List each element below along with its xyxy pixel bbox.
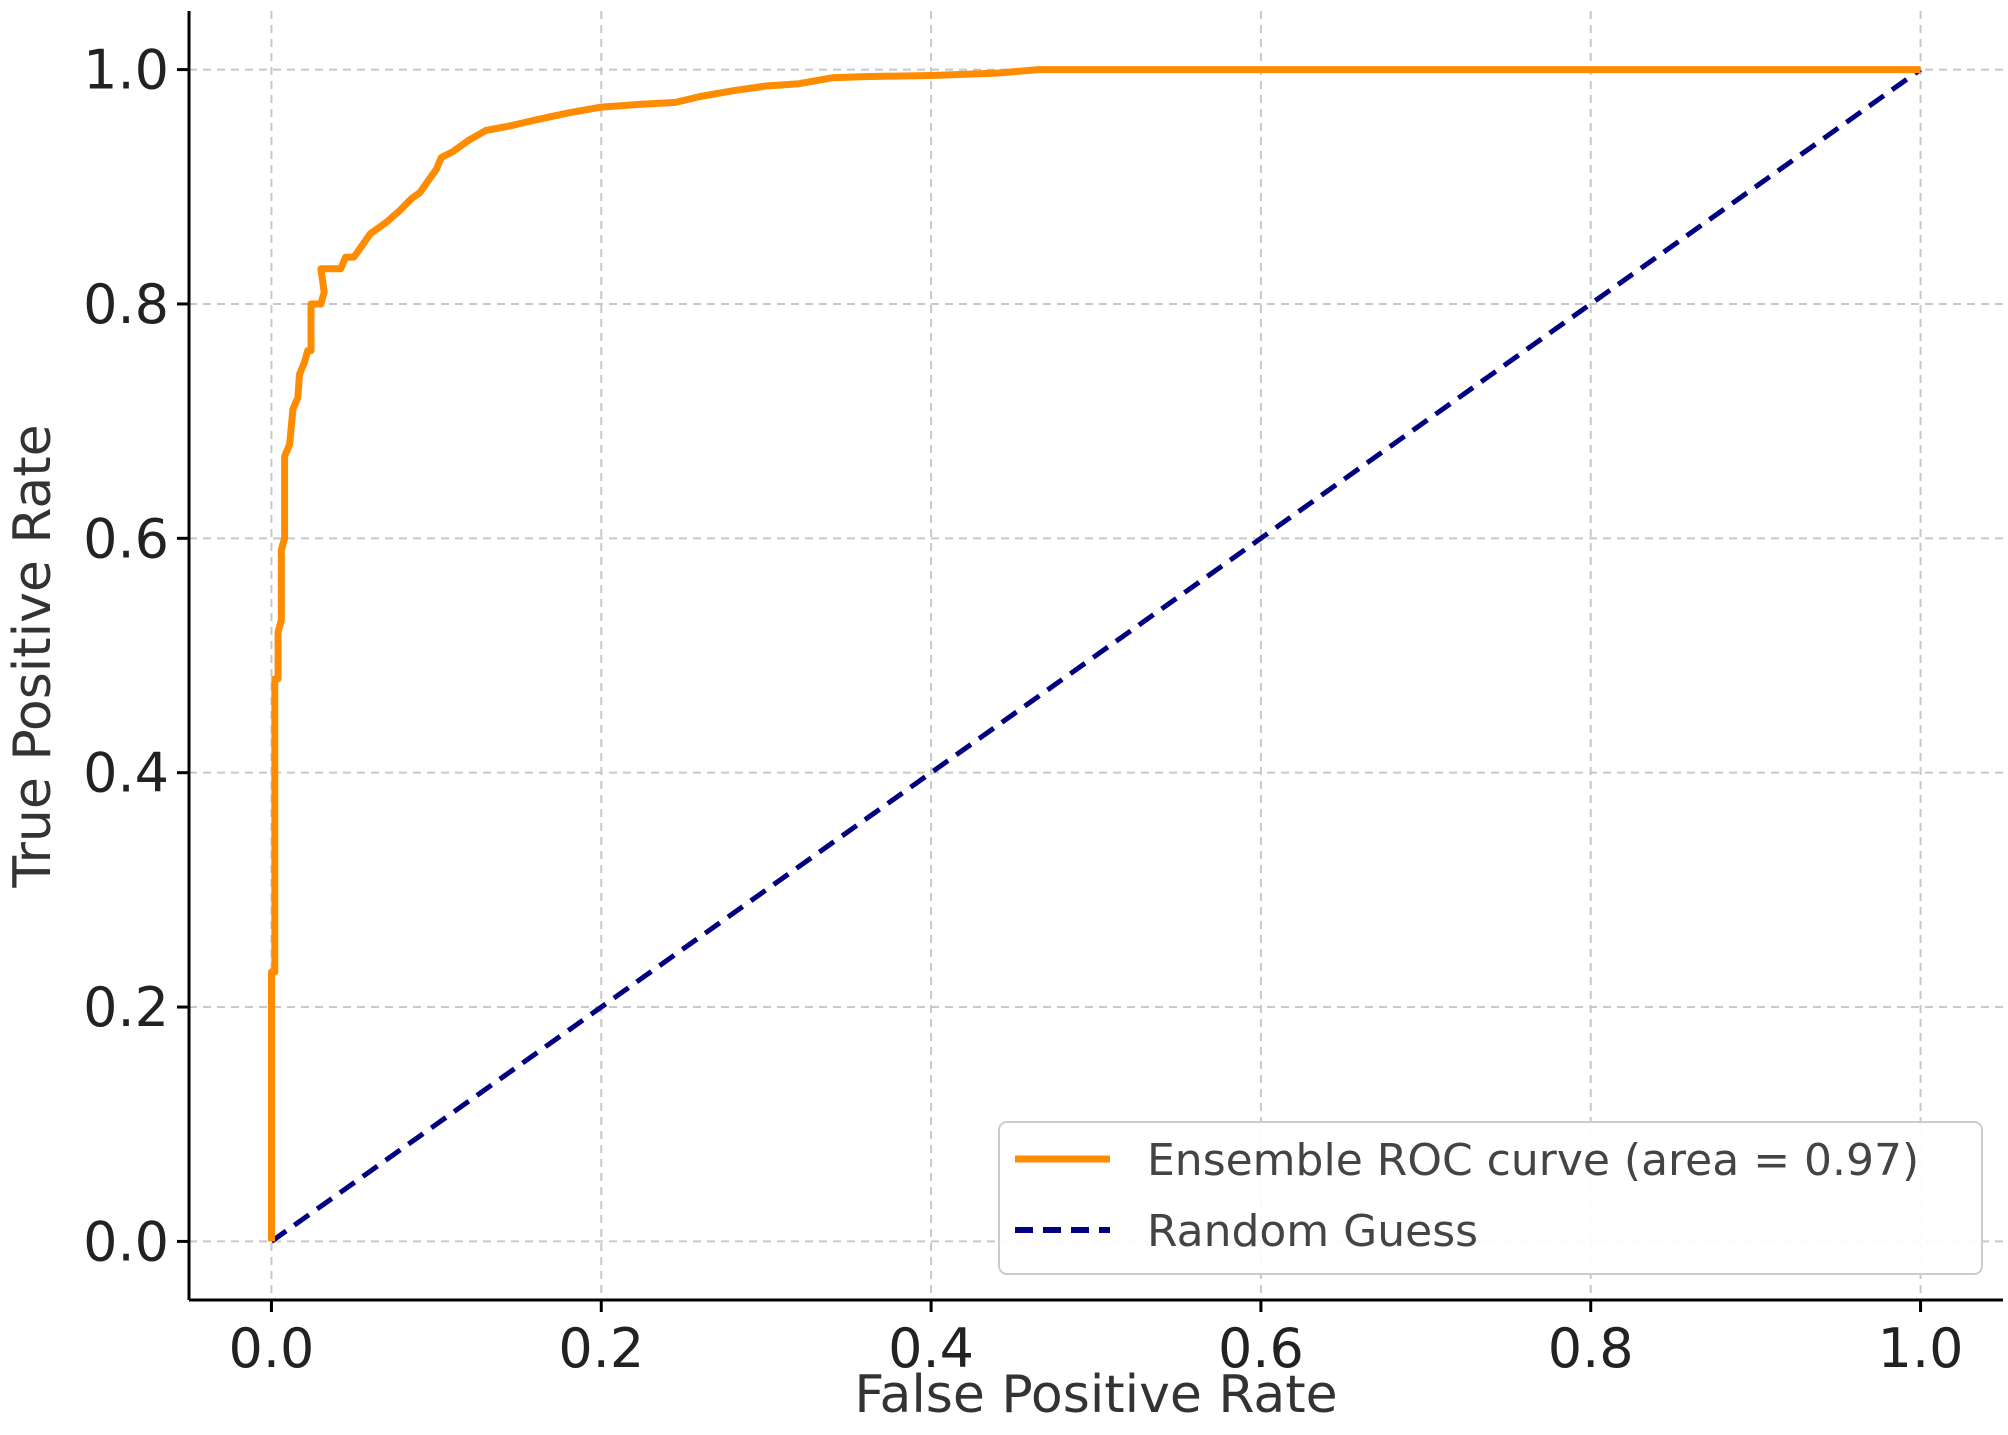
legend: Ensemble ROC curve (area = 0.97) Random … [998, 1121, 1983, 1275]
axes [187, 11, 2003, 1302]
y-tick-label: 0.8 [83, 273, 169, 336]
legend-label-random: Random Guess [1147, 1206, 1478, 1257]
x-tick-label: 1.0 [1878, 1317, 1964, 1380]
legend-label-ensemble: Ensemble ROC curve (area = 0.97) [1147, 1135, 1919, 1186]
y-tick-label: 0.2 [83, 976, 169, 1039]
legend-box [998, 1121, 1983, 1275]
series-layer [268, 66, 1922, 1244]
x-tick-label: 0.2 [558, 1317, 644, 1380]
x-axis-title: False Positive Rate [854, 1365, 1337, 1425]
y-tick-label: 0.4 [83, 742, 169, 805]
ticks: 0.0 0.2 0.4 0.6 0.8 1.0 0.0 0.2 0.4 0.6 0.8 1.0 [83, 39, 1963, 1380]
grid [189, 11, 2003, 1300]
x-tick-label: 0.6 [1218, 1317, 1304, 1380]
x-tick-label: 0.8 [1548, 1317, 1634, 1380]
y-tick-label: 1.0 [83, 39, 169, 102]
random-guess-line [270, 67, 1922, 1244]
x-tick-label: 0.4 [888, 1317, 974, 1380]
y-tick-label: 0.0 [83, 1210, 169, 1273]
roc-curve-line [268, 66, 1921, 1242]
y-tick-label: 0.6 [83, 507, 169, 570]
x-tick-label: 0.0 [229, 1317, 315, 1380]
y-axis-title: True Positive Rate [3, 424, 63, 888]
